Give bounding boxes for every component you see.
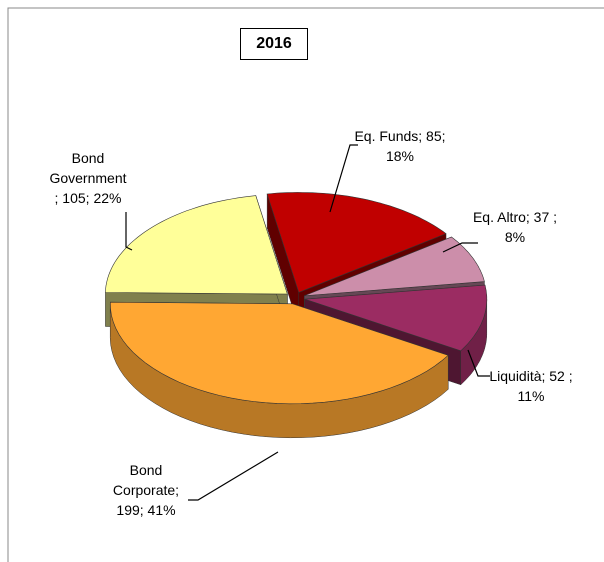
data-label: Eq. Funds; 85; 18% xyxy=(354,128,446,164)
chart-frame xyxy=(7,7,604,562)
pie-slice xyxy=(304,236,485,297)
slices xyxy=(105,192,488,439)
leader-line xyxy=(442,242,478,253)
data-label: Bond Government; 105; 22% xyxy=(49,150,127,206)
data-label: Eq. Altro; 37 ; 8% xyxy=(472,209,558,245)
data-label: Bond Corporate; 199; 41% xyxy=(112,462,180,518)
leader-line xyxy=(329,144,358,213)
leader-line xyxy=(125,212,133,251)
pie-slice xyxy=(304,284,488,352)
pie-slice xyxy=(109,301,449,405)
leader-line xyxy=(467,349,490,377)
data-label: Liquidità; 52 ; 11% xyxy=(489,368,573,404)
pie-slice xyxy=(266,192,447,293)
leader-lines xyxy=(125,144,490,501)
leader-line xyxy=(188,451,279,501)
pie-slice xyxy=(105,195,288,295)
chart-title: 2016 xyxy=(240,28,308,60)
